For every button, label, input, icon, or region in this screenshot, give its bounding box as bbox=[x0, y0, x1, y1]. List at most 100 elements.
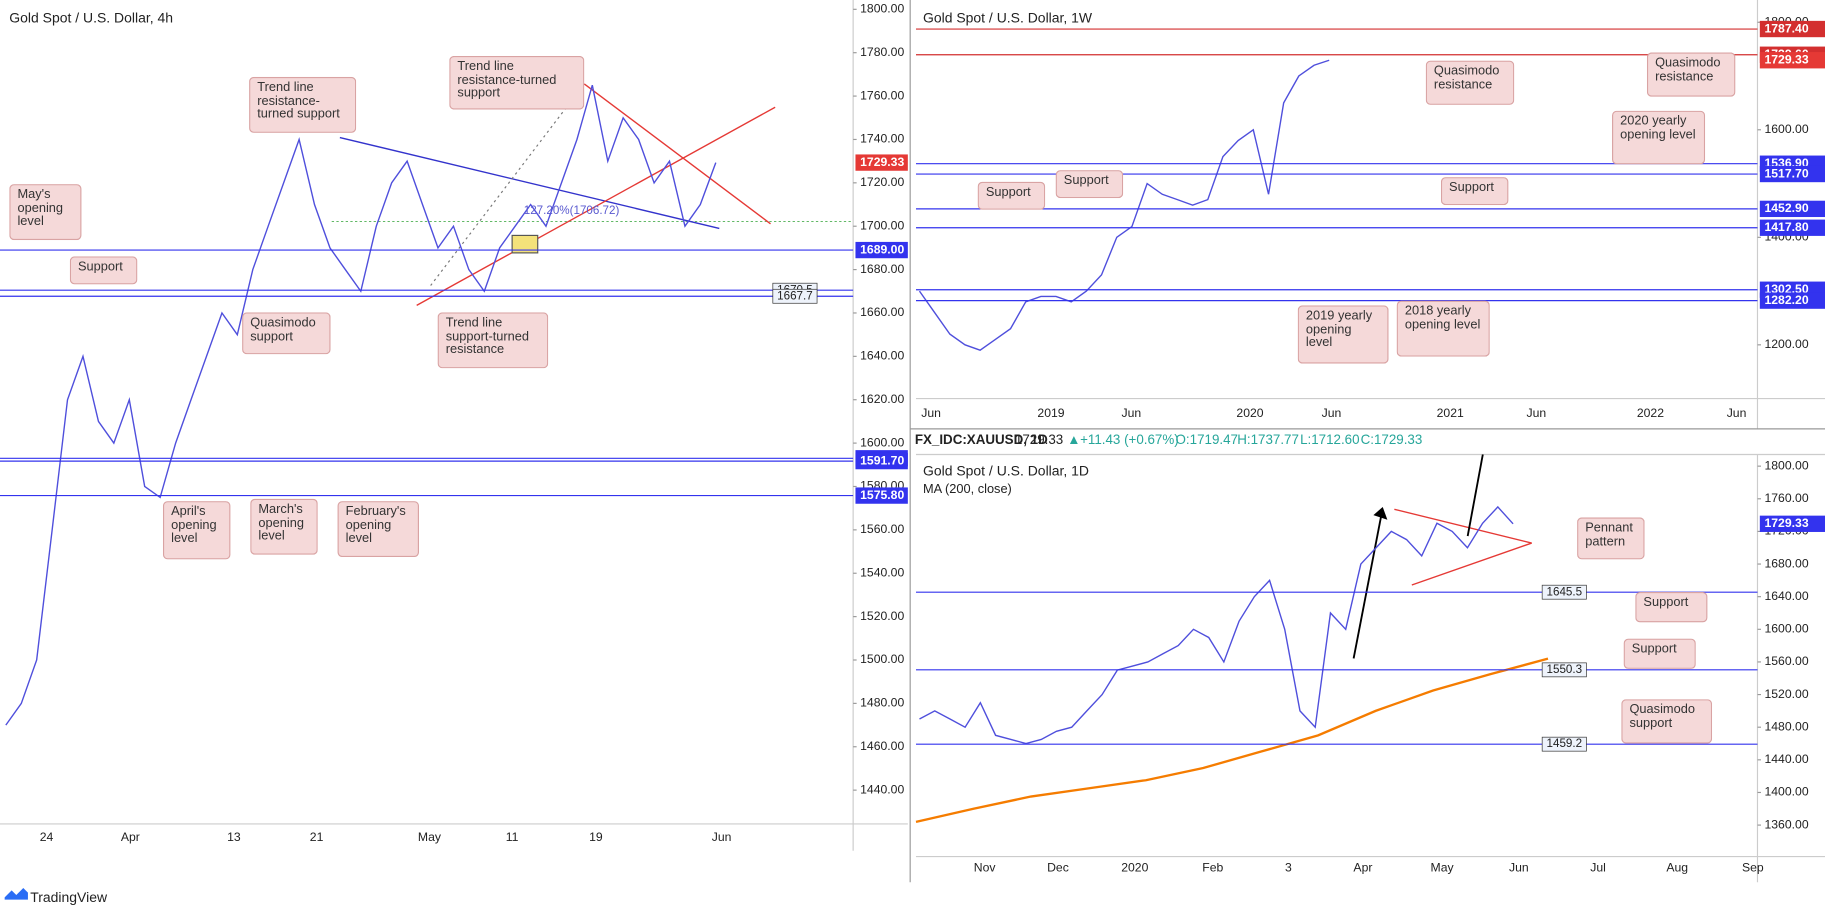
level-label: 1575.80 bbox=[860, 488, 904, 502]
y-tick-label: 1540.00 bbox=[860, 565, 904, 579]
level-label-box bbox=[1759, 292, 1825, 309]
callout-text: Support bbox=[1440, 177, 1509, 206]
price-line bbox=[919, 505, 1514, 745]
callout-text: 2020 yearly opening level bbox=[1612, 110, 1706, 165]
pennant-line bbox=[1411, 542, 1532, 586]
level-label: 1645.5 bbox=[1547, 585, 1583, 598]
last-price-box bbox=[855, 154, 908, 171]
header-field: ▲ bbox=[1067, 432, 1080, 447]
callout-text: Support bbox=[1623, 638, 1696, 669]
level-label-box bbox=[772, 288, 818, 304]
callout: May's opening level bbox=[9, 184, 82, 241]
callout: Quasimodo support bbox=[1621, 699, 1713, 744]
header-field: O:1719.47 bbox=[1176, 432, 1238, 447]
header-field: L:1712.60 bbox=[1300, 432, 1359, 447]
level-label-box bbox=[1759, 219, 1825, 236]
callout: 2019 yearly opening level bbox=[1297, 305, 1389, 364]
y-tick-label: 1680.00 bbox=[860, 262, 904, 276]
y-tick-label: 1560.00 bbox=[1764, 654, 1808, 668]
callout: Trend line resistance-turned support bbox=[249, 76, 357, 133]
arrow-head bbox=[1373, 506, 1388, 520]
x-tick-label: 3 bbox=[1285, 860, 1292, 874]
x-tick-label: Apr bbox=[1353, 860, 1372, 874]
level-label: 1282.20 bbox=[1764, 293, 1808, 307]
callout-text: April's opening level bbox=[162, 501, 231, 560]
x-tick-label: Dec bbox=[1047, 860, 1069, 874]
level-label: 1591.70 bbox=[860, 453, 904, 467]
callout: Support bbox=[69, 256, 138, 285]
level-label-box bbox=[855, 241, 908, 259]
callout-text: 2018 yearly opening level bbox=[1396, 300, 1490, 357]
callout-text: 2019 yearly opening level bbox=[1297, 305, 1389, 364]
callout-text: Quasimodo resistance bbox=[1646, 52, 1736, 97]
callout: April's opening level bbox=[162, 501, 231, 560]
x-tick-label: Jun bbox=[712, 830, 732, 844]
x-tick-label: 2019 bbox=[1037, 406, 1064, 420]
y-tick-label: 1480.00 bbox=[860, 696, 904, 710]
pennant-line bbox=[1394, 508, 1532, 544]
x-tick-label: Nov bbox=[974, 860, 997, 874]
last-price-label: 1729.33 bbox=[1764, 516, 1808, 530]
y-tick-label: 1560.00 bbox=[860, 522, 904, 536]
level-label-box bbox=[1541, 736, 1587, 752]
y-tick-label: 1600.00 bbox=[1764, 122, 1808, 136]
y-tick-label: 1760.00 bbox=[1764, 491, 1808, 505]
level-label: 1667.7 bbox=[777, 289, 813, 302]
y-tick-label: 1740.00 bbox=[860, 132, 904, 146]
price-line bbox=[918, 59, 1330, 351]
callout-text: Support bbox=[1055, 170, 1124, 199]
level-label: 1302.50 bbox=[1764, 282, 1808, 296]
x-tick-label: Jun bbox=[921, 406, 941, 420]
y-tick-label: 1600.00 bbox=[860, 435, 904, 449]
level-label-box bbox=[855, 452, 908, 470]
x-tick-label: Jun bbox=[1121, 406, 1141, 420]
x-tick-label: 13 bbox=[227, 830, 241, 844]
callout: Support bbox=[1635, 592, 1708, 623]
legend-label: MA (200, close) bbox=[923, 481, 1012, 496]
x-tick-label: Aug bbox=[1666, 860, 1688, 874]
highlight-box bbox=[511, 234, 539, 254]
y-tick-label: 1500.00 bbox=[860, 652, 904, 666]
fib-label: 127.20%(1706.72) bbox=[524, 204, 620, 217]
callout-text: Trend line support-turned resistance bbox=[437, 312, 549, 369]
y-tick-label: 1400.00 bbox=[1764, 785, 1808, 799]
x-tick-label: Feb bbox=[1202, 860, 1223, 874]
price-line bbox=[915, 657, 1549, 823]
y-tick-label: 1660.00 bbox=[860, 305, 904, 319]
callout-text: Trend line resistance-turned support bbox=[249, 76, 357, 133]
last-price-label: 1729.33 bbox=[1764, 52, 1808, 66]
last-price-label: 1729.33 bbox=[860, 155, 904, 169]
callout: Trend line support-turned resistance bbox=[437, 312, 549, 369]
level-label: 1517.70 bbox=[1764, 166, 1808, 180]
trend-line bbox=[339, 136, 720, 230]
callout: Support bbox=[1623, 638, 1696, 669]
callout-text: February's opening level bbox=[337, 501, 420, 558]
y-tick-label: 1200.00 bbox=[1764, 337, 1808, 351]
level-label: 1452.90 bbox=[1764, 201, 1808, 215]
callout-text: Pennant pattern bbox=[1577, 517, 1645, 560]
x-tick-label: 21 bbox=[310, 830, 324, 844]
y-tick-label: 1780.00 bbox=[860, 45, 904, 59]
callout: Pennant pattern bbox=[1577, 517, 1645, 560]
arrow bbox=[1352, 513, 1383, 659]
x-tick-label: May bbox=[1431, 860, 1455, 874]
x-tick-label: 2021 bbox=[1437, 406, 1464, 420]
x-tick-label: May bbox=[418, 830, 442, 844]
chart-title: Gold Spot / U.S. Dollar, 1W bbox=[923, 9, 1093, 25]
y-tick-label: 1800.00 bbox=[860, 2, 904, 16]
x-tick-label: Sep bbox=[1742, 860, 1764, 874]
callout-text: Trend line resistance-turned support bbox=[449, 55, 585, 110]
y-tick-label: 1440.00 bbox=[1764, 752, 1808, 766]
y-tick-label: 1800.00 bbox=[1764, 458, 1808, 472]
level-label-box bbox=[1541, 662, 1587, 678]
last-price-box bbox=[1759, 52, 1825, 69]
fib-connector bbox=[430, 83, 585, 286]
header-field: 1729.33 bbox=[1015, 432, 1063, 447]
header-field: FX_IDC:XAUUSD, 1D bbox=[915, 432, 1048, 447]
y-tick-label: 1480.00 bbox=[1764, 719, 1808, 733]
y-tick-label: 1520.00 bbox=[1764, 687, 1808, 701]
y-tick-label: 1620.00 bbox=[860, 392, 904, 406]
level-label-box bbox=[1759, 200, 1825, 218]
y-tick-label: 1720.00 bbox=[860, 175, 904, 189]
